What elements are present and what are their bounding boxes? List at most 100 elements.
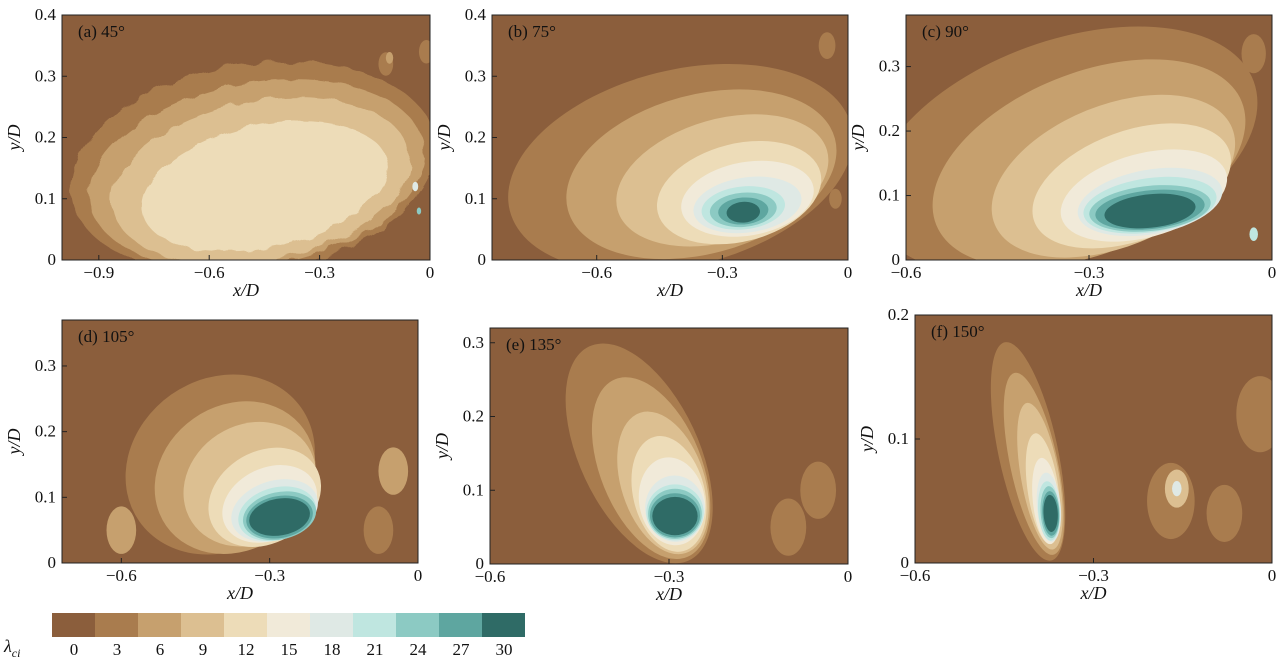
x-axis-label: x/D xyxy=(655,584,682,604)
y-tick-label: 0.3 xyxy=(465,66,486,85)
x-tick-label: −0.6 xyxy=(891,263,922,282)
contour-patch xyxy=(1241,34,1266,74)
contour-patch xyxy=(829,188,842,209)
x-tick-label: 0 xyxy=(414,566,423,585)
x-tick-label: −0.3 xyxy=(254,566,285,585)
colorbar-tick-label: 24 xyxy=(410,640,428,659)
contour-patch xyxy=(1236,376,1272,453)
colorbar-cell xyxy=(138,613,181,637)
x-tick-label: −0.3 xyxy=(1074,263,1105,282)
panel-a: −0.9 −0.6 −0.3 0 0 0.1 0.2 0.3 0.4 x/D y/D (a) 45° xyxy=(4,5,435,300)
colorbar-cell xyxy=(52,613,95,637)
colorbar-cell xyxy=(224,613,267,637)
contour-band xyxy=(726,201,761,223)
colorbar-cell xyxy=(267,613,310,637)
x-axis-label: x/D xyxy=(656,280,683,300)
y-tick-label: 0.1 xyxy=(888,429,909,448)
contour-band xyxy=(652,496,698,536)
y-tick-label: 0.2 xyxy=(35,422,56,441)
colorbar-tick-label: 12 xyxy=(238,640,255,659)
colorbar-tick-label: 0 xyxy=(70,640,79,659)
y-tick-label: 0 xyxy=(48,250,57,269)
colorbar-label: λci xyxy=(3,636,20,660)
y-tick-label: 0.1 xyxy=(35,487,56,506)
x-tick-label: −0.3 xyxy=(654,567,685,586)
x-tick-label: −0.3 xyxy=(707,263,738,282)
y-tick-label: 0.2 xyxy=(888,305,909,324)
y-tick-label: 0.3 xyxy=(463,333,484,352)
panel-c: −0.6 −0.3 0 0 0.1 0.2 0.3 x/D y/D (c) 90° xyxy=(848,14,1277,300)
x-tick-label: −0.6 xyxy=(475,567,506,586)
x-tick-label: 0 xyxy=(426,263,435,282)
panel-b: −0.6 −0.3 0 0 0.1 0.2 0.3 0.4 x/D y/D (b) 75° xyxy=(434,5,853,300)
colorbar-tick-label: 6 xyxy=(156,640,165,659)
colorbar-cell xyxy=(396,613,439,637)
colorbar-tick-label: 15 xyxy=(281,640,298,659)
y-tick-label: 0.1 xyxy=(463,480,484,499)
x-axis-label: x/D xyxy=(232,280,259,300)
y-tick-label: 0 xyxy=(901,553,910,572)
y-tick-label: 0.4 xyxy=(465,5,487,24)
panel-f: −0.6 −0.3 0 0 0.1 0.2 x/D y/D (f) 150° xyxy=(857,305,1276,603)
panel-label: (f) 150° xyxy=(931,322,985,341)
y-tick-label: 0 xyxy=(478,250,487,269)
contour-patch xyxy=(106,506,137,554)
y-tick-label: 0.2 xyxy=(879,121,900,140)
contour-patch xyxy=(416,207,422,215)
contour-band xyxy=(1043,494,1058,532)
y-tick-label: 0.1 xyxy=(465,189,486,208)
y-tick-label: 0.4 xyxy=(35,5,57,24)
y-axis-label: y/D xyxy=(4,429,24,457)
contour-band xyxy=(249,498,310,536)
contour-patch xyxy=(770,498,807,556)
contour-patch xyxy=(800,461,837,519)
colorbar-tick-label: 3 xyxy=(113,640,122,659)
panel-label: (c) 90° xyxy=(922,22,969,41)
x-tick-label: −0.6 xyxy=(581,263,612,282)
colorbar-tick-label: 9 xyxy=(199,640,208,659)
colorbar-tick-label: 30 xyxy=(496,640,513,659)
y-tick-label: 0 xyxy=(476,554,485,573)
colorbar-tick-label: 18 xyxy=(324,640,341,659)
colorbar-cell xyxy=(482,613,525,637)
panel-label: (a) 45° xyxy=(78,22,125,41)
contour-patch xyxy=(418,39,430,64)
y-axis-label: y/D xyxy=(434,125,454,153)
y-tick-label: 0.3 xyxy=(879,57,900,76)
colorbar-cell xyxy=(95,613,138,637)
contour-patch xyxy=(1206,484,1243,542)
x-axis-label: x/D xyxy=(226,583,253,603)
contour-patch xyxy=(412,181,419,192)
y-tick-label: 0.1 xyxy=(35,189,56,208)
contour-patch xyxy=(1172,480,1182,497)
colorbar-cell xyxy=(310,613,353,637)
y-tick-label: 0.2 xyxy=(35,128,56,147)
contour-band xyxy=(1104,193,1196,229)
panel-d: −0.6 −0.3 0 0 0.1 0.2 0.3 x/D y/D (d) 105° xyxy=(4,319,423,603)
x-axis-label: x/D xyxy=(1075,280,1102,300)
colorbar-cell xyxy=(353,613,396,637)
x-tick-label: 0 xyxy=(844,263,853,282)
colorbar-cell xyxy=(181,613,224,637)
x-tick-label: 0 xyxy=(1268,263,1277,282)
x-tick-label: −0.6 xyxy=(194,263,225,282)
contour-patch xyxy=(1249,227,1258,242)
colorbar-tick-label: 21 xyxy=(367,640,384,659)
x-tick-label: −0.6 xyxy=(900,566,931,585)
colorbar-tick-label: 27 xyxy=(453,640,471,659)
x-tick-label: −0.9 xyxy=(83,263,114,282)
panel-e: −0.6 −0.3 0 0 0.1 0.2 0.3 x/D y/D (e) 135° xyxy=(432,327,853,604)
x-tick-label: −0.3 xyxy=(1078,566,1109,585)
colorbar-cell xyxy=(439,613,482,637)
y-axis-label: y/D xyxy=(432,433,452,461)
panel-label: (e) 135° xyxy=(506,335,561,354)
y-tick-label: 0.3 xyxy=(35,356,56,375)
x-tick-label: −0.6 xyxy=(106,566,137,585)
x-tick-label: 0 xyxy=(844,567,853,586)
contour-patch xyxy=(363,506,394,554)
y-axis-label: y/D xyxy=(4,125,24,153)
panel-label: (b) 75° xyxy=(508,22,556,41)
contour-patch xyxy=(818,32,836,60)
contour-patch xyxy=(385,51,394,64)
